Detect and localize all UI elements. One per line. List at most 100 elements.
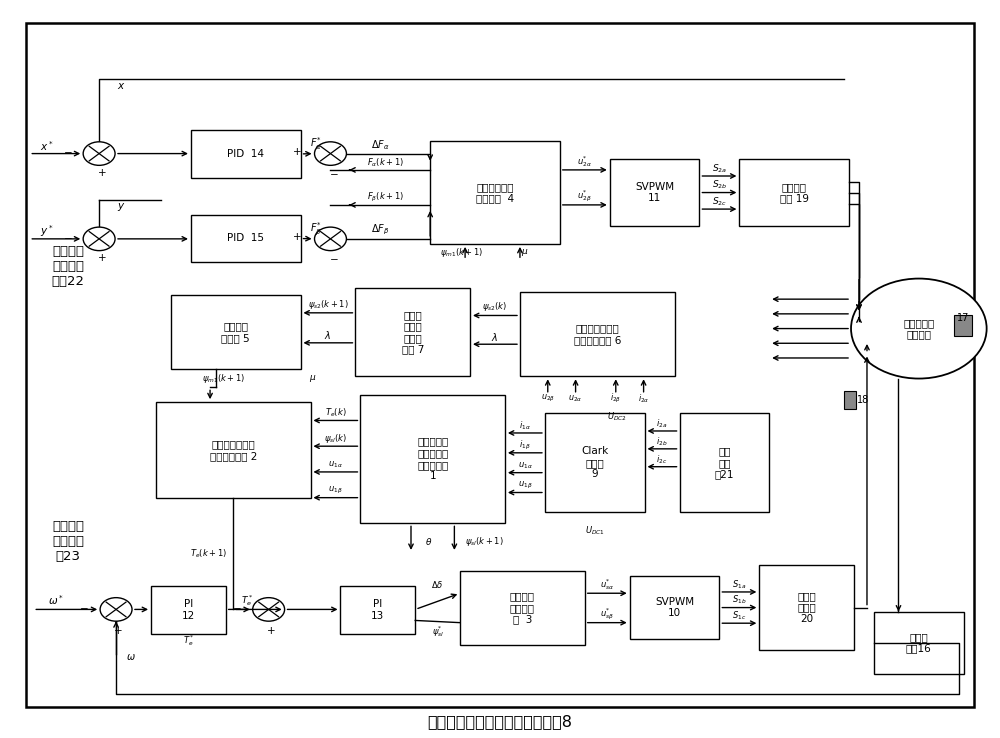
Text: $\omega^*$: $\omega^*$ xyxy=(48,593,64,607)
Text: 悬浮力与电压
变换模块  4: 悬浮力与电压 变换模块 4 xyxy=(476,182,514,204)
Text: 转矩绕组磁链与
转矩预测模块 2: 转矩绕组磁链与 转矩预测模块 2 xyxy=(210,439,257,461)
Text: 预测直接
悬浮力控
制器22: 预测直接 悬浮力控 制器22 xyxy=(52,244,85,288)
Text: 预测直接
转矩控制
器23: 预测直接 转矩控制 器23 xyxy=(52,520,84,563)
FancyBboxPatch shape xyxy=(874,612,964,674)
FancyBboxPatch shape xyxy=(954,315,972,336)
Text: $i_{2\beta}$: $i_{2\beta}$ xyxy=(610,392,621,405)
Text: $u_{1\beta}$: $u_{1\beta}$ xyxy=(328,485,343,496)
Text: $F_{\beta}(k+1)$: $F_{\beta}(k+1)$ xyxy=(367,191,404,204)
Text: SVPWM
11: SVPWM 11 xyxy=(635,182,674,204)
Text: $\Delta\delta$: $\Delta\delta$ xyxy=(431,579,444,590)
Text: $+$: $+$ xyxy=(292,146,301,157)
Text: 电压型逆
变器 19: 电压型逆 变器 19 xyxy=(780,182,809,204)
Text: $u_{2\beta}$: $u_{2\beta}$ xyxy=(541,393,555,404)
Text: $+$: $+$ xyxy=(113,624,123,635)
Text: $-$: $-$ xyxy=(329,168,338,178)
FancyBboxPatch shape xyxy=(151,586,226,634)
Text: $i_{2a}$: $i_{2a}$ xyxy=(656,418,668,430)
Text: $\lambda$: $\lambda$ xyxy=(324,329,332,342)
Text: $+$: $+$ xyxy=(97,168,107,178)
Text: $F_{\beta}^{*}$: $F_{\beta}^{*}$ xyxy=(310,221,321,238)
Text: 18: 18 xyxy=(857,395,869,405)
FancyBboxPatch shape xyxy=(26,24,974,707)
FancyBboxPatch shape xyxy=(355,288,470,376)
Text: $-$: $-$ xyxy=(79,602,89,613)
Text: $T_e(k+1)$: $T_e(k+1)$ xyxy=(190,548,227,560)
Text: $u_{1\beta}$: $u_{1\beta}$ xyxy=(518,480,532,491)
Text: PI
13: PI 13 xyxy=(371,599,384,621)
Text: $-$: $-$ xyxy=(63,232,73,241)
Text: 转矩与电
压变换模
块  3: 转矩与电 压变换模 块 3 xyxy=(510,591,535,624)
Text: $S_{1c}$: $S_{1c}$ xyxy=(732,610,746,622)
Text: $\psi_{s2}(k+1)$: $\psi_{s2}(k+1)$ xyxy=(308,297,348,311)
Text: 电压型
逆变器
20: 电压型 逆变器 20 xyxy=(797,591,816,624)
FancyBboxPatch shape xyxy=(680,413,769,512)
Text: $u_{1\alpha}$: $u_{1\alpha}$ xyxy=(328,459,343,470)
Text: $\mu$: $\mu$ xyxy=(521,247,529,258)
Text: $+$: $+$ xyxy=(97,252,107,263)
Text: $\psi_{s2}(k)$: $\psi_{s2}(k)$ xyxy=(482,300,508,313)
Text: $-$: $-$ xyxy=(63,146,73,156)
Circle shape xyxy=(83,142,115,165)
Text: $+$: $+$ xyxy=(266,624,275,635)
Text: Clark
变换器
9: Clark 变换器 9 xyxy=(581,446,608,480)
Text: $i_{2b}$: $i_{2b}$ xyxy=(656,435,668,448)
Text: $-$: $-$ xyxy=(329,253,338,263)
FancyBboxPatch shape xyxy=(610,159,699,226)
Circle shape xyxy=(253,598,285,621)
Text: $S_{1a}$: $S_{1a}$ xyxy=(732,579,746,591)
Text: $x^*$: $x^*$ xyxy=(40,139,54,153)
Text: $\lambda$: $\lambda$ xyxy=(491,331,499,343)
FancyBboxPatch shape xyxy=(171,295,301,369)
Text: 悬浮力绕组磁链
初始观测模块 6: 悬浮力绕组磁链 初始观测模块 6 xyxy=(574,323,621,345)
Text: $\mu$: $\mu$ xyxy=(309,373,317,384)
Text: $u_{s\beta}^{*}$: $u_{s\beta}^{*}$ xyxy=(600,606,614,621)
Text: $F_{\alpha}(k+1)$: $F_{\alpha}(k+1)$ xyxy=(367,156,404,169)
Text: $\Delta F_{\alpha}$: $\Delta F_{\alpha}$ xyxy=(371,138,390,151)
FancyBboxPatch shape xyxy=(360,395,505,523)
Text: $y$: $y$ xyxy=(117,201,125,213)
Text: $S_{1b}$: $S_{1b}$ xyxy=(732,594,747,607)
Text: $T_e(k)$: $T_e(k)$ xyxy=(325,407,346,419)
Text: PID  14: PID 14 xyxy=(227,149,264,159)
Text: $U_{DC1}$: $U_{DC1}$ xyxy=(585,525,605,537)
FancyBboxPatch shape xyxy=(739,159,849,226)
Text: $\psi_{m1}(k+1)$: $\psi_{m1}(k+1)$ xyxy=(440,246,484,259)
Text: $u_{2\beta}^{*}$: $u_{2\beta}^{*}$ xyxy=(577,188,592,204)
Text: $-$: $-$ xyxy=(232,602,242,613)
Text: $S_{2c}$: $S_{2c}$ xyxy=(712,196,727,208)
Circle shape xyxy=(83,227,115,251)
Text: $F_{\alpha}^{*}$: $F_{\alpha}^{*}$ xyxy=(310,136,321,153)
Text: 悬浮力
绕组磁
链预测
模块 7: 悬浮力 绕组磁 链预测 模块 7 xyxy=(402,310,424,355)
Text: $u_{2\alpha}$: $u_{2\alpha}$ xyxy=(568,393,583,404)
Circle shape xyxy=(100,598,132,621)
Text: $\psi_{sl}(k)$: $\psi_{sl}(k)$ xyxy=(324,432,347,445)
Text: $U_{DC2}$: $U_{DC2}$ xyxy=(607,410,627,423)
Circle shape xyxy=(315,142,346,165)
Text: $\Delta F_{\beta}$: $\Delta F_{\beta}$ xyxy=(371,223,390,237)
Text: $i_{2c}$: $i_{2c}$ xyxy=(656,453,668,466)
Text: 无轴承永磁同步电机预测控制器8: 无轴承永磁同步电机预测控制器8 xyxy=(428,714,572,729)
Text: $S_{2b}$: $S_{2b}$ xyxy=(712,179,727,191)
Text: $i_{2\alpha}$: $i_{2\alpha}$ xyxy=(638,392,649,404)
Text: $x$: $x$ xyxy=(117,81,125,91)
FancyBboxPatch shape xyxy=(545,413,645,512)
Text: $\psi_{m1}(k+1)$: $\psi_{m1}(k+1)$ xyxy=(202,372,245,385)
FancyBboxPatch shape xyxy=(460,571,585,645)
FancyBboxPatch shape xyxy=(430,141,560,244)
Text: 转矩绕组磁
链与转矩初
始观测模块
1: 转矩绕组磁 链与转矩初 始观测模块 1 xyxy=(417,437,448,481)
Circle shape xyxy=(851,278,987,379)
FancyBboxPatch shape xyxy=(844,391,856,410)
Text: $T_e^*$: $T_e^*$ xyxy=(183,634,194,649)
FancyBboxPatch shape xyxy=(340,586,415,634)
FancyBboxPatch shape xyxy=(759,565,854,650)
FancyBboxPatch shape xyxy=(191,130,301,178)
Text: $i_{1\alpha}$: $i_{1\alpha}$ xyxy=(519,419,531,432)
FancyBboxPatch shape xyxy=(191,215,301,263)
Text: 电流
传感
器21: 电流 传感 器21 xyxy=(715,446,734,480)
Text: $y^*$: $y^*$ xyxy=(40,224,54,239)
Text: $\omega$: $\omega$ xyxy=(126,652,136,662)
Circle shape xyxy=(315,227,346,251)
Text: $u_{2\alpha}^{*}$: $u_{2\alpha}^{*}$ xyxy=(577,154,592,168)
Text: $\theta$: $\theta$ xyxy=(425,537,433,548)
